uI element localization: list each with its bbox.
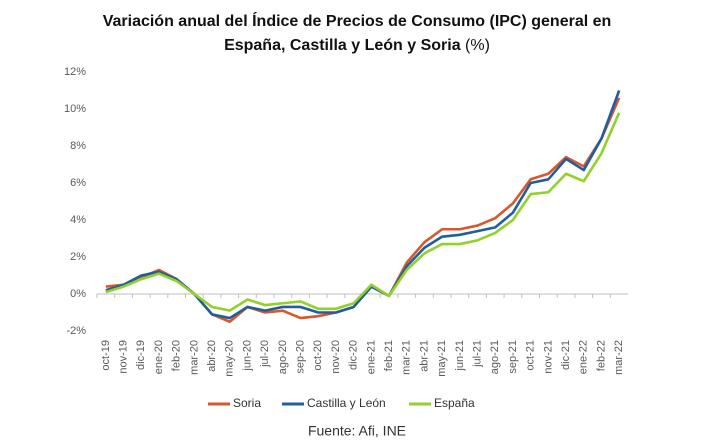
- legend-label: España: [434, 396, 475, 410]
- series-line: [105, 97, 621, 324]
- chart-title: Variación anual del Índice de Precios de…: [103, 11, 612, 30]
- y-tick-label: 10%: [64, 103, 86, 115]
- y-tick-label: 0%: [70, 288, 86, 300]
- y-tick-label: 4%: [70, 214, 86, 226]
- x-tick-label: oct-21: [525, 340, 537, 371]
- x-tick-label: feb-22: [595, 340, 607, 371]
- x-tick-label: dic-19: [135, 340, 147, 370]
- x-tick-label: may-21: [436, 340, 448, 377]
- x-tick-label: ene-20: [153, 340, 165, 374]
- x-tick-label: nov-21: [542, 340, 554, 374]
- legend-label: Soria: [233, 396, 261, 410]
- source: Fuente: Afi, INE: [308, 423, 406, 439]
- x-tick-label: abr-20: [206, 340, 218, 372]
- x-tick-label: nov-19: [117, 340, 129, 374]
- y-tick-label: -2%: [66, 325, 86, 337]
- x-tick-label: mar-21: [401, 340, 413, 375]
- title-unit: (%): [465, 37, 490, 54]
- x-tick-label: ago-20: [277, 340, 289, 374]
- x-tick-label: feb-21: [383, 340, 395, 371]
- series-line: [105, 90, 621, 320]
- x-tick-label: ene-22: [578, 340, 590, 374]
- chart-title: España, Castilla y León y Soria: [224, 37, 461, 54]
- legend-label: Castilla y León: [307, 396, 386, 410]
- y-tick-label: 12%: [64, 66, 86, 78]
- y-tick-label: 2%: [70, 251, 86, 263]
- y-tick-label: 6%: [70, 177, 86, 189]
- x-tick-label: jun-21: [454, 340, 466, 372]
- x-tick-label: mar-22: [613, 340, 625, 375]
- x-tick-label: dic-21: [560, 340, 572, 370]
- x-tick-label: nov-20: [330, 340, 342, 374]
- x-tick-label: jul-20: [259, 340, 271, 368]
- y-tick-label: 8%: [70, 140, 86, 152]
- x-tick-label: sep-21: [507, 340, 519, 374]
- chart-title: España, Castilla y León y Soria (%): [224, 37, 490, 54]
- x-tick-label: mar-20: [188, 340, 200, 375]
- x-tick-label: oct-20: [312, 340, 324, 371]
- x-tick-label: abr-21: [418, 340, 430, 372]
- x-tick-label: jul-21: [471, 340, 483, 368]
- x-tick-label: jun-20: [241, 340, 253, 372]
- x-tick-label: dic-20: [348, 340, 360, 370]
- x-tick-label: ago-21: [489, 340, 501, 374]
- x-tick-label: may-20: [224, 340, 236, 377]
- x-tick-label: ene-21: [365, 340, 377, 374]
- x-tick-label: feb-20: [171, 340, 183, 371]
- series-line: [105, 112, 621, 312]
- x-tick-label: sep-20: [294, 340, 306, 374]
- x-tick-label: oct-19: [100, 340, 112, 371]
